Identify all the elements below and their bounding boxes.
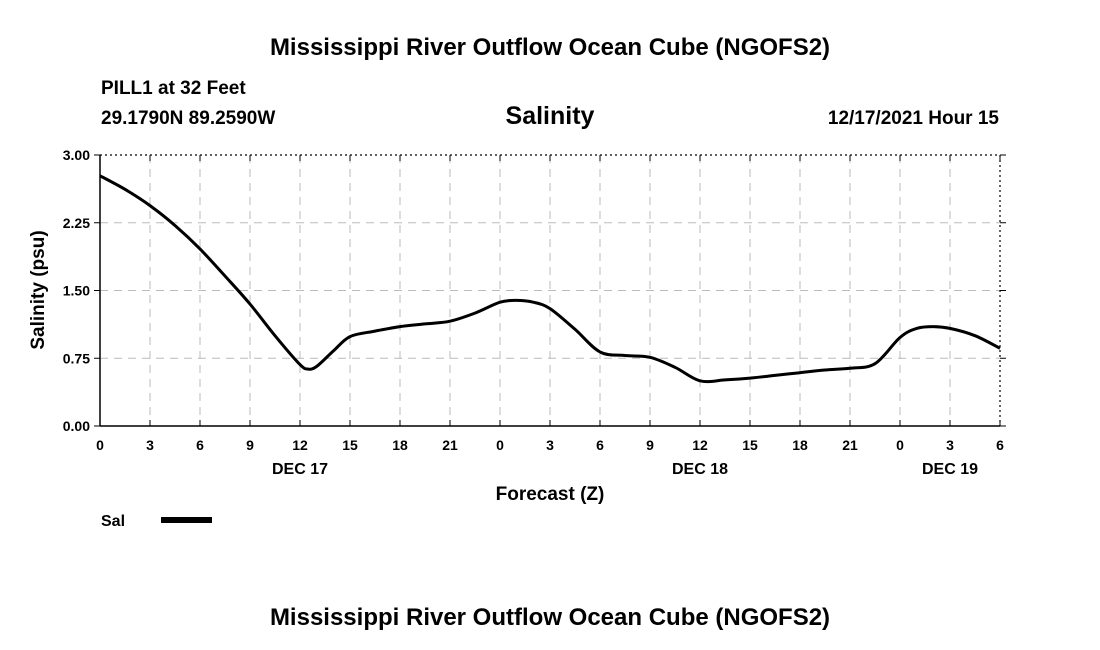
x-tick-label: 21 [842,437,858,453]
x-tick-label: 12 [692,437,708,453]
coordinates-label: 29.1790N 89.2590W [101,108,275,129]
x-axis-label: Forecast (Z) [496,484,605,505]
x-tick-label: 9 [246,437,254,453]
day-label: DEC 17 [272,461,328,478]
x-tick-label: 6 [196,437,204,453]
footer-title: Mississippi River Outflow Ocean Cube (NG… [270,604,830,631]
x-tick-label: 21 [442,437,458,453]
x-tick-label: 3 [146,437,154,453]
x-tick-label: 12 [292,437,308,453]
x-tick-label: 6 [996,437,1004,453]
x-tick-label: 18 [792,437,808,453]
day-label: DEC 18 [672,461,728,478]
x-tick-label: 3 [546,437,554,453]
data-series [99,174,1001,384]
x-tick-label: 9 [646,437,654,453]
series-line-sal [99,174,1001,384]
x-tick-label: 6 [596,437,604,453]
y-tick-label: 0.75 [63,350,90,366]
x-tick-label: 0 [896,437,904,453]
y-tick-label: 3.00 [63,147,90,163]
axes: 0 3 6 9 12 15 18 21 0 3 6 9 12 15 18 21 0 3 6 0.00 0.75 1.50 2… [63,147,1006,478]
y-axis-label: Salinity (psu) [28,230,49,349]
y-tick-label: 0.00 [63,418,90,434]
day-label: DEC 19 [922,461,978,478]
chart-main-title: Mississippi River Outflow Ocean Cube (NG… [270,34,830,61]
chart-title: Salinity [506,102,595,130]
grid-lines [100,155,1000,426]
legend-label: Sal [101,513,125,530]
x-tick-label: 0 [96,437,104,453]
x-tick-label: 0 [496,437,504,453]
x-tick-label: 15 [342,437,358,453]
y-tick-label: 2.25 [63,215,90,231]
station-label: PILL1 at 32 Feet [101,78,246,99]
x-tick-label: 18 [392,437,408,453]
y-tick-label: 1.50 [63,283,90,299]
forecast-timestamp: 12/17/2021 Hour 15 [828,108,1000,129]
x-tick-label: 15 [742,437,758,453]
x-tick-label: 3 [946,437,954,453]
